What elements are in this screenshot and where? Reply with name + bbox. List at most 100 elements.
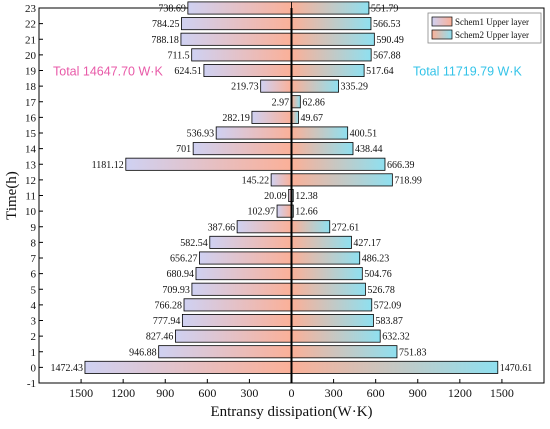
value-label: 20.09 [264, 191, 287, 202]
value-label: 438.44 [355, 144, 383, 155]
bar [215, 126, 292, 140]
bar [291, 235, 352, 249]
x-tick-label: 300 [325, 386, 343, 400]
bar [291, 173, 393, 187]
value-label: 590.49 [376, 35, 404, 46]
legend-swatch [431, 16, 453, 27]
value-label: 427.17 [353, 238, 381, 249]
total-annotation-right: Total 11719.79 W·K [413, 65, 523, 79]
y-tick-label: 10 [25, 206, 37, 218]
y-tick-label: 7 [31, 253, 37, 265]
bar [209, 235, 292, 249]
y-tick-label: 12 [25, 175, 36, 187]
bar [191, 48, 292, 62]
y-tick-label: 1 [31, 347, 37, 359]
value-label: 49.67 [300, 113, 323, 124]
series-schem1: 1472.43 946.88 827.46 777.94 766.28 709.93 680… [50, 1, 292, 374]
value-label: 784.25 [152, 19, 180, 30]
bar [291, 142, 354, 156]
value-label: 145.22 [242, 175, 270, 186]
value-label: 1472.43 [50, 363, 83, 374]
x-tick-label: 1500 [69, 386, 93, 400]
value-label: 624.51 [174, 66, 202, 77]
bar [291, 32, 375, 46]
total-annotation-left: Total 14647.70 W·K [53, 65, 163, 79]
x-tick-label: 900 [409, 386, 427, 400]
value-label: 766.28 [155, 300, 183, 311]
x-tick-label: 600 [367, 386, 385, 400]
bar [291, 157, 386, 171]
x-axis-title: Entransy dissipation(W·K) [210, 404, 372, 420]
x-axis: 1500 1200 900 600 300 0 300 600 900 1200 1500 [69, 379, 514, 400]
value-label: 551.79 [371, 4, 399, 15]
y-axis-title: Time(h) [4, 171, 20, 220]
bar [291, 298, 373, 312]
bar [291, 267, 363, 281]
legend-swatch [431, 29, 453, 40]
y-tick-label: 5 [31, 284, 37, 296]
bar [183, 298, 292, 312]
value-label: 282.19 [222, 113, 250, 124]
value-label: 400.51 [350, 129, 378, 140]
x-tick-label: 900 [156, 386, 174, 400]
bar [181, 314, 292, 327]
bar [175, 329, 292, 343]
x-tick-label: 1500 [490, 386, 514, 400]
value-label: 387.66 [208, 222, 236, 233]
value-label: 517.64 [366, 66, 394, 77]
value-label: 102.97 [248, 207, 276, 218]
x-tick-label: 300 [240, 386, 258, 400]
y-tick-label: 15 [25, 128, 37, 140]
bar [270, 173, 292, 187]
bar [291, 48, 372, 62]
value-label: 62.86 [302, 97, 325, 108]
value-label: 2.97 [272, 97, 290, 108]
value-label: 572.09 [374, 300, 402, 311]
bar [84, 360, 292, 374]
bar [291, 110, 299, 124]
x-tick-label: 1200 [111, 386, 135, 400]
bar [291, 251, 361, 265]
bar [158, 345, 292, 359]
y-tick-label: 9 [31, 222, 37, 234]
bar [276, 204, 292, 218]
bar [291, 79, 339, 93]
value-label: 751.83 [399, 347, 427, 358]
bar [291, 17, 372, 31]
bar [260, 79, 292, 93]
legend: Schem1 Upper layer Schem2 Upper layer [427, 12, 542, 44]
bar [181, 17, 292, 31]
legend-label: Schem2 Upper layer [455, 30, 529, 40]
value-label: 335.29 [341, 82, 369, 93]
value-label: 12.66 [295, 207, 318, 218]
y-tick-label: 17 [25, 97, 37, 109]
value-label: 788.18 [151, 35, 179, 46]
bar [291, 345, 398, 359]
value-label: 272.61 [332, 222, 360, 233]
y-tick-label: 13 [25, 159, 37, 171]
x-tick-label: 1200 [448, 386, 472, 400]
value-label: 701 [176, 144, 191, 155]
bar [192, 142, 292, 156]
value-label: 656.27 [170, 254, 198, 265]
value-label: 738.69 [158, 4, 186, 15]
y-tick-label: -1 [27, 378, 36, 390]
value-label: 680.94 [166, 269, 194, 280]
bar [187, 1, 292, 15]
bar [203, 64, 292, 77]
value-label: 632.32 [382, 332, 410, 343]
bar [180, 32, 292, 46]
y-tick-label: 21 [25, 34, 36, 46]
y-tick-label: 23 [25, 3, 37, 15]
value-label: 582.54 [180, 238, 208, 249]
x-tick-label: 600 [198, 386, 216, 400]
x-tick-label: 0 [289, 386, 295, 400]
bar [125, 157, 292, 171]
y-tick-label: 11 [25, 191, 36, 203]
value-label: 219.73 [231, 82, 259, 93]
y-tick-label: 14 [25, 144, 37, 156]
bar [199, 251, 292, 265]
